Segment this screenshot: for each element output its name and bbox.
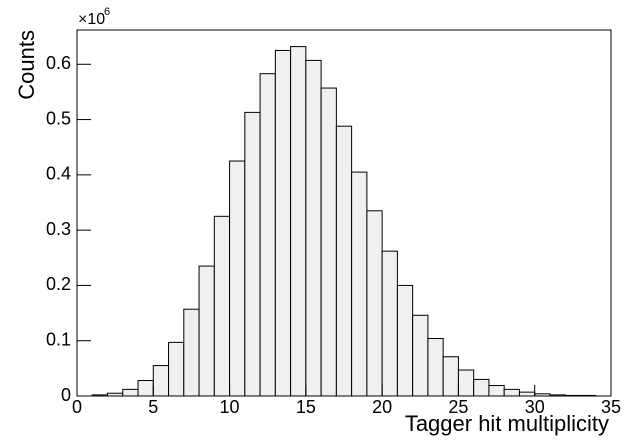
y-tick-label: 0 <box>61 385 71 405</box>
bar <box>198 265 215 397</box>
bar <box>503 388 520 397</box>
y-tick-label: 0.5 <box>46 108 71 128</box>
x-tick-label: 15 <box>296 397 316 417</box>
bar <box>488 384 505 397</box>
frame <box>76 29 612 397</box>
bar <box>183 308 200 397</box>
bar <box>412 314 429 397</box>
bar <box>274 49 292 397</box>
bar <box>213 215 231 397</box>
bar <box>442 356 459 397</box>
bar <box>366 210 383 397</box>
x-tick-label: 25 <box>448 397 468 417</box>
bar <box>305 59 322 397</box>
bar <box>396 284 414 397</box>
bar <box>168 341 185 397</box>
bar <box>381 250 398 397</box>
bar <box>351 171 368 397</box>
bar <box>137 380 154 397</box>
bar <box>122 388 139 397</box>
bar <box>473 378 490 397</box>
bar <box>152 365 170 397</box>
bar <box>290 46 307 397</box>
bar <box>259 73 276 397</box>
x-tick-label: 20 <box>372 397 392 417</box>
y-tick-label: 0.3 <box>46 219 71 239</box>
bar <box>229 160 246 397</box>
y-tick-label: 0.4 <box>46 164 71 184</box>
y-tick-label: 0.2 <box>46 274 71 294</box>
x-axis-label: Tagger hit multiplicity <box>405 411 609 436</box>
bar <box>457 369 475 397</box>
x-tick-label: 0 <box>72 397 82 417</box>
bar <box>320 87 337 397</box>
y-multiplier: ×10 <box>78 11 105 28</box>
y-tick-label: 0.1 <box>46 329 71 349</box>
bar <box>335 125 353 397</box>
x-tick-label: 30 <box>525 397 545 417</box>
x-tick-label: 5 <box>148 397 158 417</box>
bar <box>518 391 536 397</box>
x-tick-label: 10 <box>220 397 240 417</box>
bar <box>244 111 261 397</box>
y-tick-label: 0.6 <box>46 53 71 73</box>
x-tick-label: 35 <box>601 397 621 417</box>
bar <box>427 338 444 397</box>
y-multiplier-exponent: 6 <box>104 6 110 18</box>
y-axis-label: Counts <box>14 30 39 100</box>
